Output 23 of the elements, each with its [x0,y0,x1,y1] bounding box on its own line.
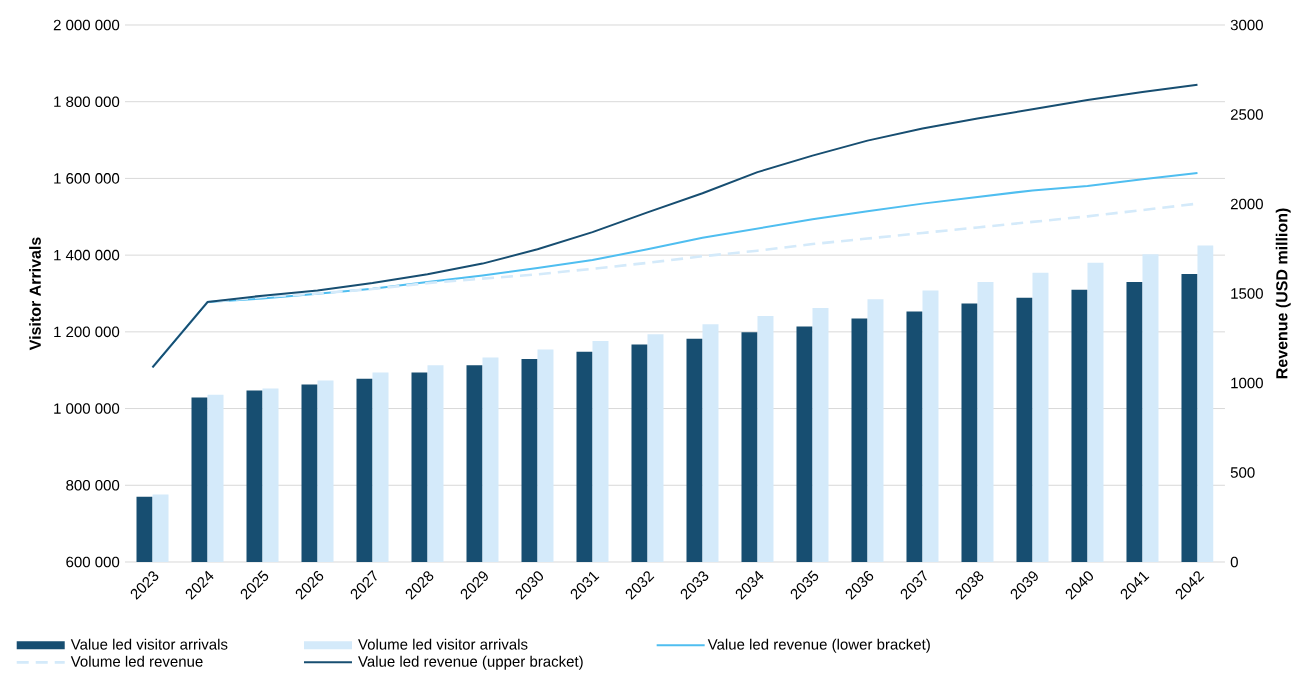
y-axis-title: Visitor Arrivals [29,237,41,351]
y-tick-label: 1 600 000 [54,173,120,184]
legend-label: Volume led revenue [70,655,203,667]
y-tick-label: 1 000 000 [54,403,120,414]
y-tick-label: 1 800 000 [54,96,120,108]
legend-label: Value led visitor arrivals [70,638,228,650]
y2-tick-label: 1000 [1231,377,1263,389]
y2-tick-label: 2000 [1230,198,1263,210]
line-series [151,83,1199,369]
y2-tick-label: 1500 [1231,288,1263,299]
y-tick-label: 1 400 000 [54,249,120,261]
legend-label: Volume led visitor arrivals [358,638,528,650]
y-tick-label: 1 200 000 [54,326,120,338]
y2-tick-label: 500 [1230,467,1255,478]
y2-axis-title: Revenue (USD million) [1275,208,1291,379]
legend-label: Value led revenue (upper bracket) [358,655,583,670]
y-tick-label: 2 000 000 [53,19,120,31]
y2-tick-label: 2500 [1230,109,1263,120]
y-tick-label: 600 000 [66,556,120,568]
y2-tick-label: 0 [1230,556,1238,568]
y-tick-label: 800 000 [66,479,120,491]
y2-tick-label: 3000 [1230,19,1263,31]
legend-label: Value led revenue (lower bracket) [707,638,930,653]
